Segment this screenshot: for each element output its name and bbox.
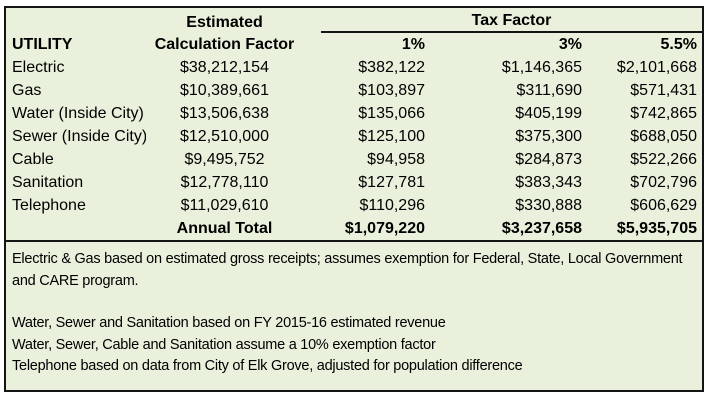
tax-1-cell: $110,296	[359, 196, 425, 214]
tax-3-cell: $375,300	[515, 128, 582, 146]
calc-factor-cell: $12,778,110	[180, 173, 269, 191]
tax-1-cell: $382,122	[358, 59, 425, 77]
tax-3-cell: $330,888	[515, 196, 582, 214]
total-row-spacer	[6, 217, 146, 240]
note-telephone: Telephone based on data from City of Elk…	[12, 358, 523, 375]
tax-3-cell: $405,199	[515, 105, 582, 123]
utility-cell: Cable	[12, 151, 54, 168]
note-water-sewer-sanitation: Water, Sewer and Sanitation based on FY …	[12, 315, 446, 332]
utility-cell: Water (Inside City)	[12, 105, 144, 123]
annual-total-3: $3,237,658	[501, 219, 582, 237]
note-exemption-factor: Water, Sewer, Cable and Sanitation assum…	[12, 336, 436, 353]
utility-cell: Telephone	[12, 196, 86, 214]
utility-tax-worksheet: Estimated Tax Factor UTILITY Calculation…	[4, 6, 704, 392]
tax-factor-header: Tax Factor	[321, 8, 702, 33]
calc-factor-cell: $9,495,752	[184, 151, 265, 168]
rate-55-column-header: 5.5%	[660, 36, 697, 53]
tax-55-cell: $571,431	[630, 82, 697, 100]
utility-cell: Electric	[12, 59, 65, 77]
tax-1-cell: $135,066	[358, 105, 425, 123]
annual-total-label: Annual Total	[176, 219, 273, 237]
tax-1-cell: $125,100	[358, 128, 425, 146]
calc-factor-column-header: Calculation Factor	[154, 36, 295, 53]
tax-1-cell: $103,897	[358, 82, 425, 100]
rate-3-column-header: 3%	[558, 36, 582, 53]
tax-3-cell: $383,343	[515, 173, 582, 191]
calc-factor-cell: $38,212,154	[180, 59, 269, 77]
calc-factor-cell: $12,510,000	[180, 128, 269, 146]
tax-1-cell: $127,781	[358, 173, 425, 191]
calc-factor-cell: $11,029,610	[180, 196, 269, 214]
tax-3-cell: $284,873	[515, 151, 582, 168]
note-electric-gas: Electric & Gas based on estimated gross …	[12, 251, 683, 289]
utility-tax-table: Estimated Tax Factor UTILITY Calculation…	[6, 8, 702, 240]
tax-3-cell: $1,146,365	[501, 59, 582, 77]
annual-total-1: $1,079,220	[344, 219, 425, 237]
utility-column-header: UTILITY	[12, 36, 73, 53]
tax-55-cell: $2,101,668	[616, 59, 697, 77]
utility-cell: Gas	[12, 82, 42, 100]
calc-factor-cell: $13,506,638	[180, 105, 269, 123]
tax-55-cell: $522,266	[630, 151, 697, 168]
tax-55-cell: $702,796	[630, 173, 697, 191]
utility-cell: Sewer (Inside City)	[12, 128, 146, 146]
rate-1-column-header: 1%	[401, 36, 425, 53]
tax-3-cell: $311,690	[516, 82, 582, 100]
tax-55-cell: $606,629	[630, 196, 697, 214]
notes-section: Electric & Gas based on estimated gross …	[6, 240, 702, 389]
calc-factor-cell: $10,389,661	[180, 82, 269, 100]
tax-55-cell: $688,050	[630, 128, 697, 146]
estimated-header: Estimated	[186, 14, 263, 31]
tax-1-cell: $94,958	[367, 151, 425, 168]
utility-cell: Sanitation	[12, 173, 84, 191]
annual-total-55: $5,935,705	[616, 219, 697, 237]
tax-55-cell: $742,865	[630, 105, 697, 123]
